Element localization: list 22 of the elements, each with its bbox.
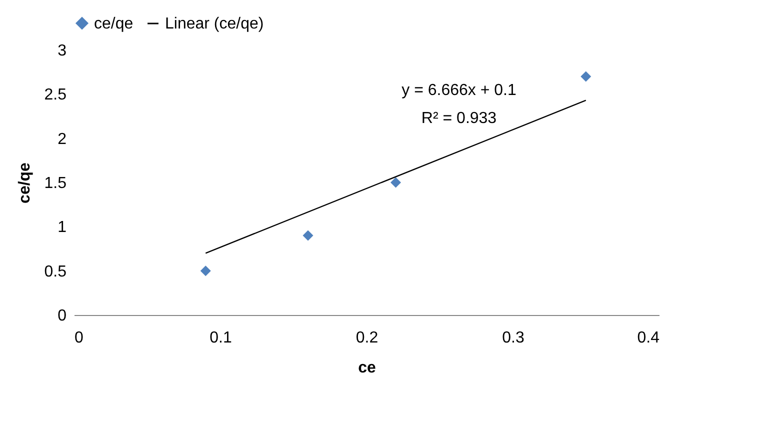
y-tick-label: 1.5: [44, 175, 67, 192]
x-tick-label: 0.1: [210, 330, 232, 346]
x-tick-label: 0.2: [356, 330, 378, 346]
point: [390, 177, 401, 188]
point: [200, 266, 211, 276]
point: [580, 71, 592, 82]
y-axis-title: ce/qe: [16, 162, 34, 204]
y-tick-label: 0: [58, 308, 67, 324]
y-tick-label: 3: [58, 42, 67, 60]
y-tick-label: 2: [58, 130, 67, 148]
x-tick-label: 0.3: [502, 330, 524, 346]
annotation: R² = 0.933: [421, 110, 497, 127]
legend-label: Linear (ce/qe): [165, 16, 264, 32]
y-tick-label: 0.5: [44, 263, 67, 280]
y-tick-label: 1: [58, 219, 67, 236]
y-tick-label: 2.5: [44, 86, 67, 104]
legend-label: ce/qe: [94, 15, 134, 32]
x-tick-label: 0: [74, 330, 84, 346]
annotation: y = 6.666x + 0.1: [402, 82, 516, 99]
x-axis-title: ce: [358, 360, 376, 376]
point: [302, 230, 314, 241]
x-tick-label: 0.4: [637, 330, 660, 346]
